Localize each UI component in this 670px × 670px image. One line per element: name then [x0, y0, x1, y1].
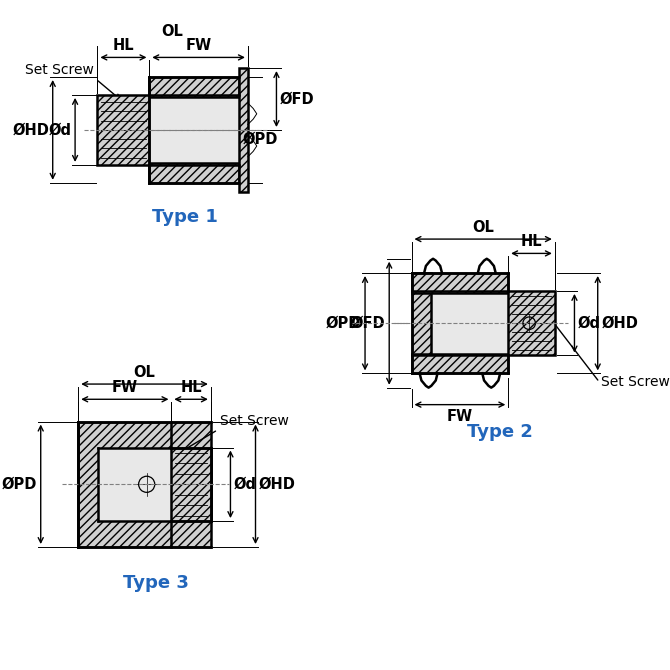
- Text: Ød: Ød: [48, 123, 72, 137]
- Text: Ød: Ød: [578, 316, 601, 331]
- Text: OL: OL: [133, 364, 155, 380]
- Bar: [411, 273, 509, 293]
- Bar: [98, 448, 172, 521]
- Text: Set Screw: Set Screw: [25, 63, 94, 77]
- Bar: [78, 421, 211, 547]
- Bar: [239, 68, 248, 192]
- Text: Type 2: Type 2: [467, 423, 533, 441]
- Text: Ød: Ød: [234, 477, 257, 492]
- Text: ØHD: ØHD: [259, 477, 296, 492]
- Bar: [411, 273, 431, 373]
- Text: Set Screw: Set Screw: [220, 414, 289, 428]
- Bar: [509, 291, 555, 355]
- Text: Type 1: Type 1: [152, 208, 218, 226]
- Bar: [172, 448, 211, 521]
- Text: HL: HL: [521, 234, 542, 249]
- Bar: [149, 77, 239, 96]
- Text: FW: FW: [112, 380, 138, 395]
- Text: Set Screw: Set Screw: [601, 375, 670, 389]
- Text: OL: OL: [161, 23, 184, 39]
- Text: ØHD: ØHD: [601, 316, 639, 331]
- Text: FW: FW: [186, 38, 212, 53]
- Text: ØFD: ØFD: [351, 316, 386, 331]
- Bar: [411, 354, 509, 373]
- Text: ØFD: ØFD: [280, 92, 315, 107]
- Text: ØPD: ØPD: [326, 316, 361, 331]
- Text: ØPD: ØPD: [2, 477, 37, 492]
- Text: ØPD: ØPD: [243, 131, 278, 146]
- Bar: [97, 95, 149, 165]
- Text: Type 3: Type 3: [123, 574, 188, 592]
- Bar: [411, 293, 509, 354]
- Text: HL: HL: [113, 38, 134, 53]
- Text: ØHD: ØHD: [12, 123, 49, 137]
- Bar: [149, 96, 239, 163]
- Text: OL: OL: [472, 220, 494, 234]
- Text: FW: FW: [447, 409, 473, 424]
- Bar: [149, 163, 239, 183]
- Text: HL: HL: [180, 380, 202, 395]
